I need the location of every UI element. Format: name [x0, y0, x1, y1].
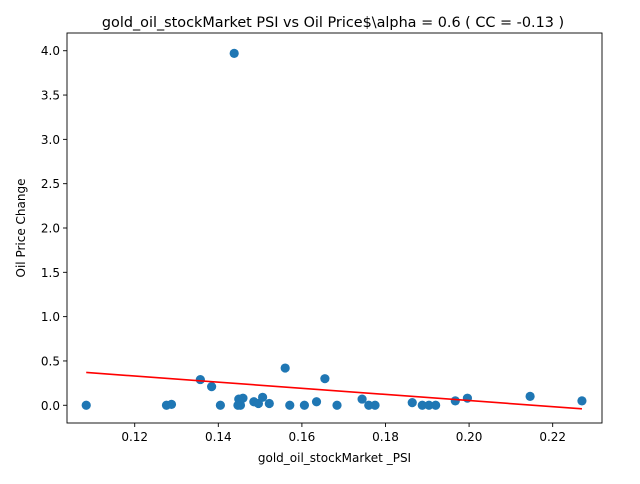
axes-frame	[66, 32, 603, 424]
scatter-point-16	[285, 400, 295, 410]
chart-title: gold_oil_stockMarket PSI vs Oil Price$\a…	[102, 15, 564, 31]
y-tick-label: 0.5	[41, 354, 60, 368]
y-tick-label: 2.5	[41, 177, 60, 191]
y-tick-label: 1.5	[41, 266, 60, 280]
y-tick-label: 2.0	[41, 222, 60, 236]
scatter-point-26	[424, 400, 434, 410]
x-axis-label: gold_oil_stockMarket _PSI	[258, 451, 411, 465]
y-tick-label: 3.0	[41, 133, 60, 147]
scatter-point-6	[229, 48, 239, 58]
scatter-point-18	[311, 397, 322, 407]
scatter-point-3	[195, 374, 205, 385]
plot-area	[81, 48, 587, 410]
scatter-point-15	[280, 363, 290, 373]
scatter-point-31	[577, 396, 587, 406]
scatter-point-2	[166, 399, 177, 409]
y-axis-label: Oil Price Change	[14, 179, 28, 278]
scatter-point-13	[258, 392, 268, 402]
scatter-point-9	[235, 400, 246, 410]
y-tick-label: 0.0	[41, 399, 60, 413]
scatter-point-23	[370, 400, 380, 410]
scatter-point-27	[431, 400, 441, 410]
scatter-point-24	[407, 398, 417, 408]
y-axis-ticks: 0.0 0.5 1.0 1.5 2.0 2.5 3.0 3.5 4.0	[41, 44, 67, 413]
scatter-point-20	[332, 400, 342, 410]
x-tick-label: 0.14	[205, 430, 232, 444]
scatter-point-14	[264, 398, 274, 409]
x-tick-label: 0.22	[539, 430, 566, 444]
scatter-point-5	[215, 400, 225, 410]
scatter-point-28	[450, 396, 460, 406]
y-tick-label: 3.5	[41, 89, 60, 103]
scatter-point-21	[357, 394, 367, 404]
x-axis-ticks: 0.12 0.14 0.16 0.18 0.20 0.22	[121, 423, 566, 444]
y-tick-label: 1.0	[41, 310, 60, 324]
scatter-point-19	[320, 374, 330, 384]
scatter-point-25	[417, 400, 427, 410]
x-tick-label: 0.16	[289, 430, 316, 444]
scatter-point-0	[81, 400, 91, 410]
scatter-point-10	[238, 393, 248, 403]
scatter-point-4	[207, 382, 217, 392]
scatter-point-30	[525, 391, 535, 402]
y-tick-label: 4.0	[41, 44, 60, 58]
scatter-point-17	[299, 400, 310, 410]
x-tick-label: 0.18	[372, 430, 399, 444]
x-tick-label: 0.12	[121, 430, 148, 444]
x-tick-label: 0.20	[456, 430, 483, 444]
fit-line	[86, 371, 582, 410]
